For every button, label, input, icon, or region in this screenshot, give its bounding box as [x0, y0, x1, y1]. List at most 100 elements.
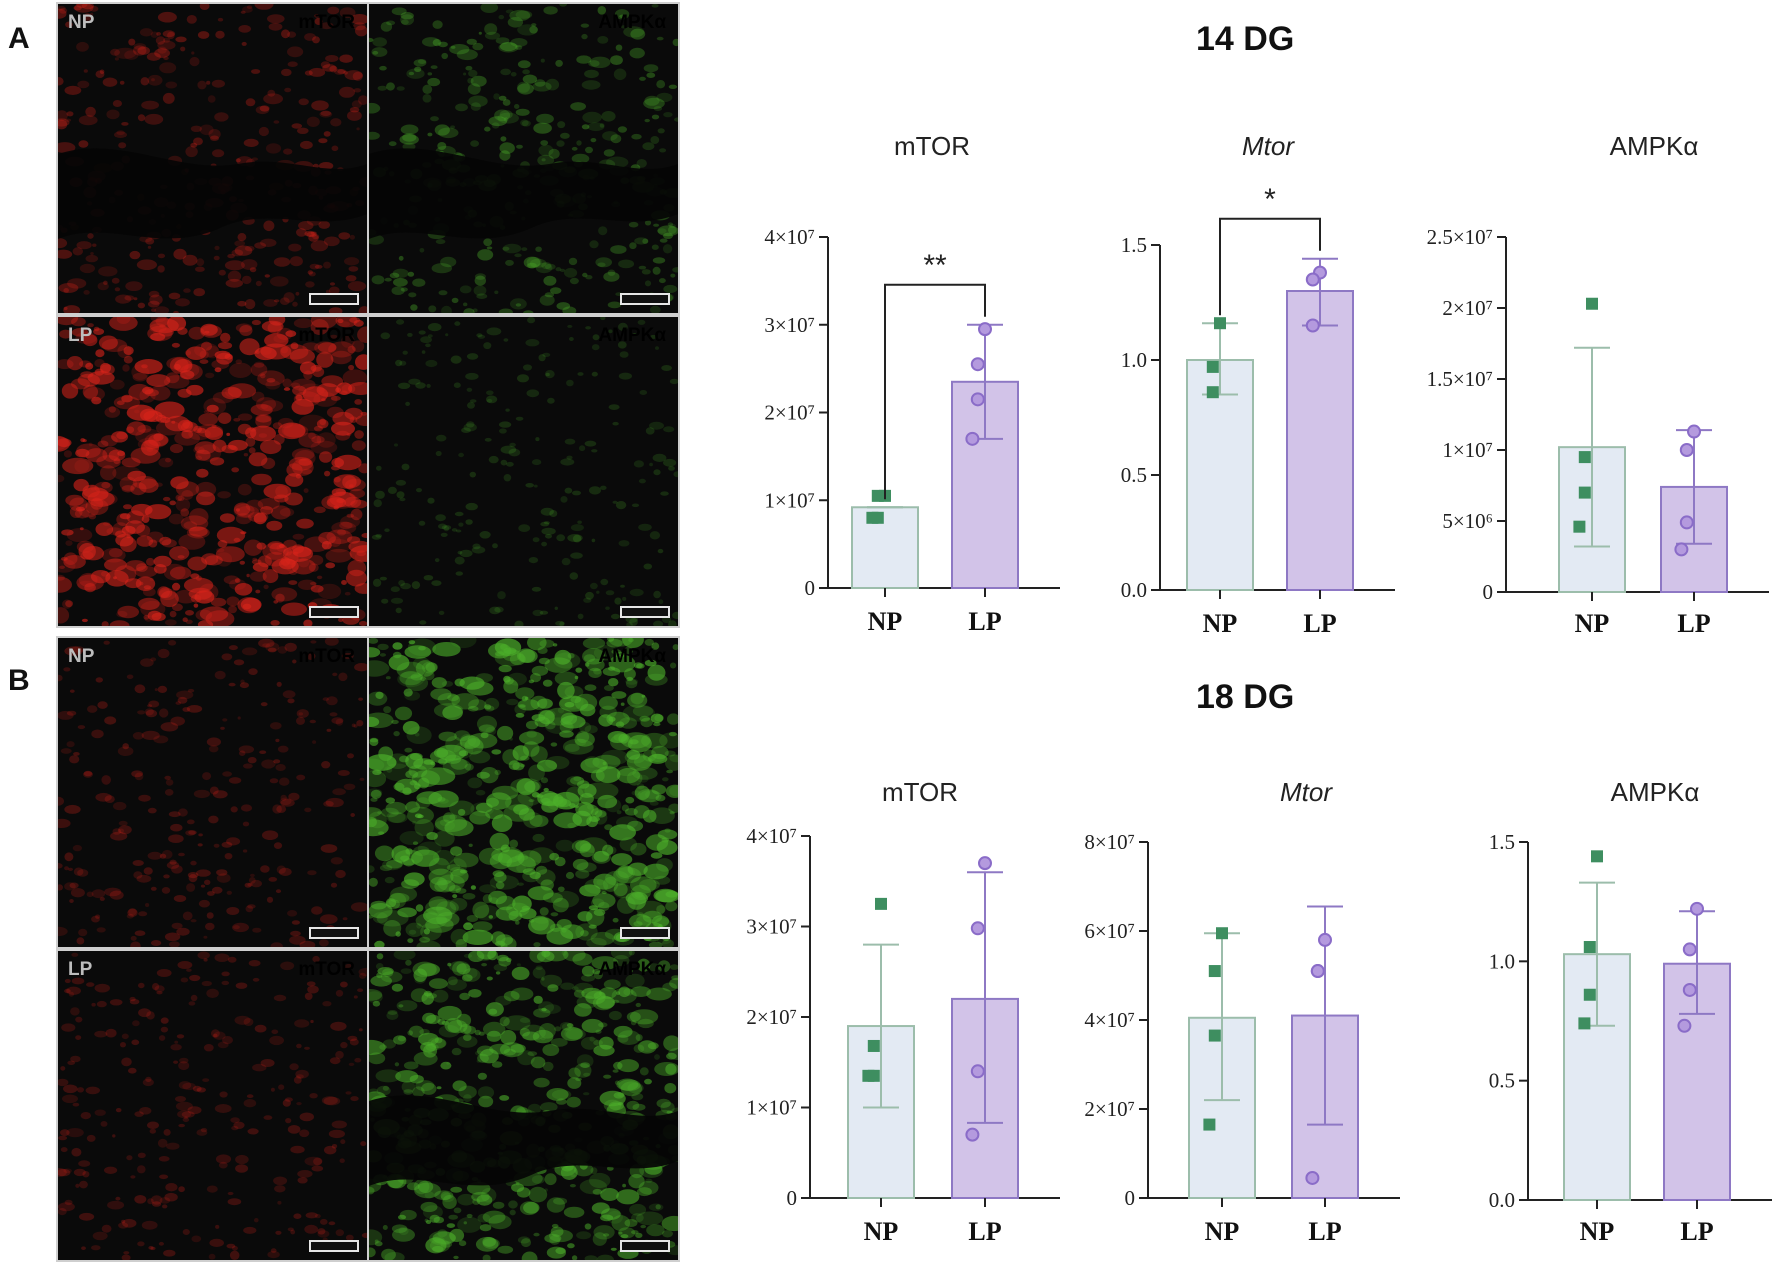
data-point: [1679, 515, 1694, 530]
data-point: [1318, 932, 1332, 947]
y-tick-label: 2.5×10⁷: [1427, 225, 1493, 249]
data-point: [1214, 317, 1226, 330]
data-point: [875, 897, 887, 910]
micrograph-np-mtor: NP mTOR: [58, 638, 367, 947]
micrograph-lp-mtor: LP mTOR: [58, 951, 367, 1260]
data-point: [871, 489, 884, 502]
micrograph-lp-mtor: LP mTOR: [58, 317, 367, 626]
data-point: [1583, 941, 1596, 954]
x-category-label: LP: [1308, 1217, 1341, 1246]
scale-bar: [620, 293, 670, 305]
data-point: [1573, 520, 1586, 533]
scale-bar: [309, 293, 359, 305]
chart-14dg-ampk-protein: AMPKα 0 5×10⁶ 1×10⁷ 1.5×10⁷ 2×10⁷ 2.5×10⁷ NP LP: [1427, 131, 1769, 638]
group-title-18dg: 18 DG: [1196, 678, 1295, 716]
bar-lp: [1286, 290, 1354, 591]
y-tick-label: 5×10⁶: [1442, 509, 1493, 533]
data-point: [978, 322, 992, 337]
micrograph-np-ampk: AMPKα: [369, 638, 678, 947]
y-tick-label: 1.5×10⁷: [1427, 367, 1493, 391]
y-tick-label: 1×10⁷: [746, 1096, 797, 1120]
micrograph-image: [369, 951, 678, 1260]
significance-bracket: [884, 283, 986, 500]
marker-label: AMPKα: [598, 325, 666, 346]
x-category-label: NP: [1203, 609, 1238, 638]
significance-bracket: [1219, 217, 1321, 316]
marker-label: AMPKα: [598, 959, 666, 980]
micrograph-background: [58, 638, 367, 947]
x-category-label: LP: [1677, 609, 1710, 638]
group-label: NP: [68, 12, 95, 33]
y-tick-label: 0: [1125, 1186, 1136, 1210]
data-point: [1305, 318, 1320, 333]
y-tick-label: 1×10⁷: [1442, 438, 1493, 462]
y-tick-label: 4×10⁷: [764, 225, 815, 249]
y-tick-label: 2×10⁷: [764, 401, 815, 425]
data-point: [1690, 901, 1704, 916]
chart-18dg-mtor-gene: Mtor 0 2×10⁷ 4×10⁷ 6×10⁷ 8×10⁷ NP LP: [1084, 777, 1400, 1246]
data-point: [1206, 360, 1219, 373]
data-point: [1674, 542, 1689, 557]
data-point: [866, 511, 879, 524]
micrograph-np-ampk: AMPKα: [369, 4, 678, 313]
scale-bar: [620, 1240, 670, 1252]
scale-bar: [620, 927, 670, 939]
chart-14dg-mtor-protein: mTOR 0 1×10⁷ 2×10⁷ 3×10⁷ 4×10⁷ NP LP **: [764, 131, 1060, 636]
micrograph-image: [58, 638, 367, 947]
data-point: [965, 1127, 980, 1142]
data-point: [970, 1064, 985, 1079]
y-tick-label: 8×10⁷: [1084, 830, 1135, 854]
y-tick-label: 4×10⁷: [1084, 1008, 1135, 1032]
x-category-label: NP: [864, 1217, 899, 1246]
micrograph-lp-ampk: AMPKα: [369, 317, 678, 626]
x-category-label: LP: [968, 1217, 1001, 1246]
data-point: [1305, 1170, 1320, 1185]
y-tick-label: 1.5: [1121, 233, 1147, 257]
y-tick-label: 3×10⁷: [746, 915, 797, 939]
y-tick-label: 2×10⁷: [1084, 1097, 1135, 1121]
group-title-14dg: 14 DG: [1196, 20, 1295, 58]
micrograph-image: [369, 317, 678, 626]
tissue-signal: [58, 638, 367, 947]
marker-label: mTOR: [298, 12, 355, 33]
data-point: [1682, 942, 1697, 957]
panel-label-a: A: [8, 22, 30, 55]
data-point: [1591, 850, 1603, 863]
marker-label: mTOR: [298, 325, 355, 346]
y-tick-label: 0: [787, 1186, 798, 1210]
data-point: [1583, 988, 1596, 1001]
chart-title: Mtor: [1242, 131, 1295, 161]
chart-14dg-mtor-gene: Mtor 0.0 0.5 1.0 1.5 NP LP *: [1121, 131, 1395, 638]
y-tick-label: 0.0: [1121, 578, 1147, 602]
data-point: [1208, 1029, 1221, 1042]
chart-18dg-ampk-protein: AMPKα 0.0 0.5 1.0 1.5 NP LP: [1489, 777, 1772, 1246]
y-tick-label: 1×10⁷: [764, 488, 815, 512]
tissue-signal: [369, 638, 678, 947]
data-point: [970, 392, 985, 407]
y-tick-label: 0: [1483, 580, 1494, 604]
y-tick-label: 2×10⁷: [1442, 296, 1493, 320]
micrograph-image: [369, 4, 678, 313]
bar-np: [851, 506, 919, 589]
scale-bar: [309, 606, 359, 618]
data-point: [1677, 1018, 1692, 1033]
micrograph-np-mtor: NP mTOR: [58, 4, 367, 313]
scale-bar: [309, 1240, 359, 1252]
scale-bar: [309, 927, 359, 939]
marker-label: AMPKα: [598, 12, 666, 33]
micrograph-background: [369, 317, 678, 626]
significance-label: **: [923, 249, 947, 282]
group-label: LP: [68, 325, 93, 346]
chart-title: mTOR: [894, 131, 970, 161]
y-tick-label: 0: [805, 576, 816, 600]
data-point: [867, 1039, 880, 1052]
data-point: [970, 921, 985, 936]
micrograph-panel-a: NP mTOR AMPKα LP mTOR AMPKα: [56, 2, 680, 628]
data-point: [965, 431, 980, 446]
scale-bar: [620, 606, 670, 618]
marker-label: mTOR: [298, 959, 355, 980]
data-point: [1682, 982, 1697, 997]
x-category-label: NP: [1575, 609, 1610, 638]
micrograph-lp-ampk: AMPKα: [369, 951, 678, 1260]
